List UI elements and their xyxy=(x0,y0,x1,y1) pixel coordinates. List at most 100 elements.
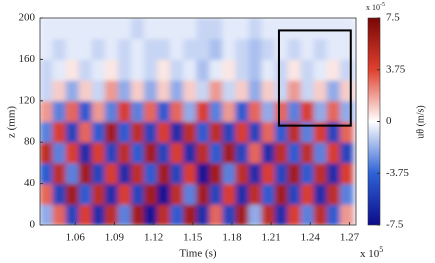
heat-cell xyxy=(52,79,67,102)
heat-cell xyxy=(235,141,250,164)
heat-cell xyxy=(157,183,172,205)
x-tick-label: 1.15 xyxy=(183,232,203,244)
y-tick-label: 0 xyxy=(30,219,36,231)
heat-cell xyxy=(65,162,80,185)
heat-cell xyxy=(287,58,302,81)
heat-cell xyxy=(300,79,315,102)
heat-cell xyxy=(78,183,93,205)
heat-cell xyxy=(183,162,198,185)
heat-cell xyxy=(143,203,159,225)
heat-cell xyxy=(326,38,341,60)
heat-cell xyxy=(183,38,198,60)
heat-cell xyxy=(157,18,172,40)
heat-cell xyxy=(326,141,341,164)
heat-cell xyxy=(104,38,119,60)
heat-cell xyxy=(170,121,185,143)
heat-cell xyxy=(91,203,106,225)
heat-cell xyxy=(222,58,237,81)
heat-cell xyxy=(130,18,145,40)
heat-cell xyxy=(130,162,145,185)
x-tick-label: 1.18 xyxy=(222,232,242,244)
heat-cell xyxy=(339,203,354,225)
heat-cell xyxy=(274,58,289,81)
heat-cell xyxy=(196,121,211,143)
x-multiplier: x 105 xyxy=(360,245,383,260)
heat-cell xyxy=(40,141,54,164)
heat-cell xyxy=(313,203,328,225)
heat-cell xyxy=(52,100,67,122)
heat-cell xyxy=(183,141,198,164)
y-tick-label: 40 xyxy=(24,177,36,189)
heat-cell xyxy=(117,203,132,225)
heat-cell xyxy=(209,203,224,225)
heat-cell xyxy=(248,18,263,40)
heat-cell xyxy=(40,121,54,143)
heat-cell xyxy=(157,203,172,225)
heat-cell xyxy=(78,141,93,164)
heat-cell xyxy=(222,79,237,102)
heat-cell xyxy=(196,183,211,205)
colorbar-tick-label: 3.75 xyxy=(386,63,406,75)
colorbar-tick-label: 7.5 xyxy=(386,12,400,24)
heat-cell xyxy=(248,121,263,143)
heat-cell xyxy=(78,18,93,40)
heat-cell xyxy=(40,100,54,122)
heat-cell xyxy=(196,18,211,40)
heat-cell xyxy=(222,18,237,40)
heat-cell xyxy=(143,162,159,185)
heat-cell xyxy=(339,18,354,40)
colorbar-tick-label: -7.5 xyxy=(386,219,404,231)
heat-cell xyxy=(170,58,185,81)
heat-cell xyxy=(209,58,224,81)
heat-cell xyxy=(52,162,67,185)
heat-cell xyxy=(65,18,80,40)
colorbar-label: uθ (m/s) xyxy=(415,105,426,138)
heat-cell xyxy=(261,183,276,205)
heat-cell xyxy=(248,141,263,164)
heat-cell xyxy=(339,79,354,102)
x-tick-label: 1.21 xyxy=(261,232,280,244)
heat-cell xyxy=(339,141,354,164)
heat-cell xyxy=(130,203,145,225)
heat-cell xyxy=(78,162,93,185)
heat-cell xyxy=(339,100,354,122)
heat-cell xyxy=(104,162,119,185)
heat-cell xyxy=(183,183,198,205)
heat-cell xyxy=(104,203,119,225)
heat-cell xyxy=(104,100,119,122)
heat-cell xyxy=(157,121,172,143)
heat-cell xyxy=(65,58,80,81)
heat-cell xyxy=(326,121,341,143)
y-tick-label: 160 xyxy=(19,53,36,65)
heat-cell xyxy=(104,121,119,143)
heat-cell xyxy=(235,100,250,122)
heat-cell xyxy=(157,58,172,81)
heat-cell xyxy=(274,162,289,185)
heat-cell xyxy=(313,141,328,164)
axes: 1.06 1.09 1.12 1.15 1.18 1.21 1.24 1.27 0 40 80 120… xyxy=(19,12,410,244)
heat-cell xyxy=(143,100,159,122)
heat-cell xyxy=(222,203,237,225)
heat-cell xyxy=(196,203,211,225)
heat-cell xyxy=(170,162,185,185)
heat-cell xyxy=(248,203,263,225)
heat-cell xyxy=(130,38,145,60)
heat-cell xyxy=(117,38,132,60)
heat-cell xyxy=(104,79,119,102)
heat-cell xyxy=(274,38,289,60)
heat-cell xyxy=(117,18,132,40)
heat-cell xyxy=(287,162,302,185)
heat-cell xyxy=(248,38,263,60)
heat-cell xyxy=(209,183,224,205)
heat-cell xyxy=(274,79,289,102)
heat-cell xyxy=(104,18,119,40)
heat-cell xyxy=(274,100,289,122)
heat-cell xyxy=(40,38,54,60)
heat-cell xyxy=(235,18,250,40)
heat-cell xyxy=(52,183,67,205)
heat-cell xyxy=(287,121,302,143)
heat-cell xyxy=(65,100,80,122)
heat-cell xyxy=(170,141,185,164)
heat-cell xyxy=(235,58,250,81)
heat-cell xyxy=(65,183,80,205)
